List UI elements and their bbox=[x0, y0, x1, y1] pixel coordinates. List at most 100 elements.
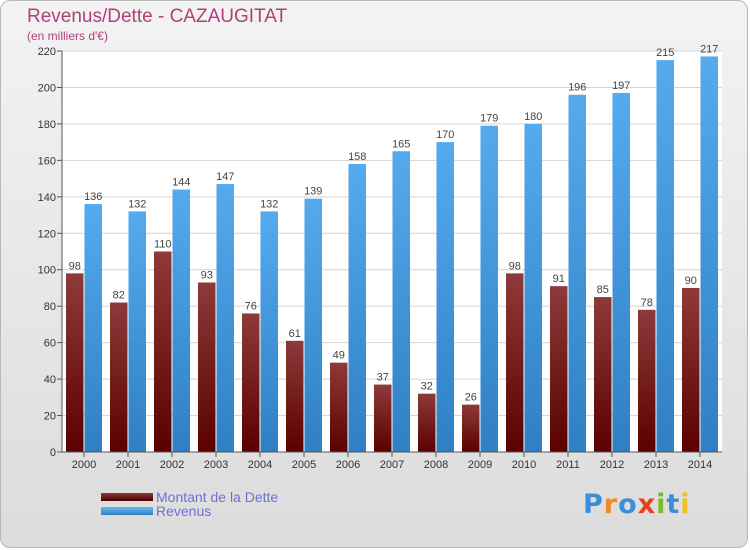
legend-label-dette: Montant de la Dette bbox=[156, 489, 279, 505]
y-tick-label: 220 bbox=[38, 46, 56, 58]
x-tick-label: 2006 bbox=[336, 459, 360, 471]
x-tick-label: 2010 bbox=[512, 459, 536, 471]
legend-item-dette: Montant de la Dette bbox=[101, 489, 278, 505]
y-tick-label: 80 bbox=[44, 301, 56, 313]
data-label-dette: 93 bbox=[201, 269, 213, 281]
chart-subtitle: (en milliers d'€) bbox=[27, 29, 108, 43]
y-tick-label: 120 bbox=[38, 228, 56, 240]
bar-revenus bbox=[304, 198, 322, 452]
bar-revenus bbox=[172, 189, 190, 452]
x-tick-label: 2004 bbox=[248, 459, 272, 471]
data-label-dette: 110 bbox=[154, 239, 172, 251]
data-label-dette: 61 bbox=[289, 328, 301, 340]
logo-letter: o bbox=[618, 489, 638, 520]
data-label-dette: 37 bbox=[377, 372, 389, 384]
bar-revenus bbox=[612, 92, 630, 452]
bar-dette bbox=[154, 251, 172, 452]
logo-letter: t bbox=[666, 489, 681, 520]
x-tick-label: 2001 bbox=[116, 459, 140, 471]
data-label-revenus: 196 bbox=[568, 82, 586, 94]
data-label-revenus: 158 bbox=[348, 151, 366, 163]
data-label-revenus: 179 bbox=[480, 113, 498, 125]
data-label-dette: 98 bbox=[69, 260, 81, 272]
x-tick-label: 2012 bbox=[600, 459, 624, 471]
data-label-revenus: 139 bbox=[304, 186, 322, 198]
y-tick-label: 180 bbox=[38, 119, 56, 131]
x-tick-label: 2014 bbox=[688, 459, 712, 471]
data-label-revenus: 132 bbox=[128, 198, 146, 210]
bar-revenus bbox=[436, 142, 454, 453]
y-tick-label: 160 bbox=[38, 155, 56, 167]
bar-dette bbox=[198, 282, 216, 452]
y-tick-label: 20 bbox=[44, 411, 56, 423]
bar-revenus bbox=[216, 184, 234, 453]
data-label-revenus: 197 bbox=[612, 80, 630, 92]
x-tick-label: 2000 bbox=[72, 459, 96, 471]
x-tick-label: 2011 bbox=[556, 459, 580, 471]
logo-letter: i bbox=[680, 489, 691, 520]
bar-revenus bbox=[568, 94, 586, 452]
logo-letter: P bbox=[583, 489, 604, 520]
bar-dette bbox=[594, 297, 612, 452]
data-label-revenus: 170 bbox=[436, 129, 454, 141]
y-tick-label: 0 bbox=[50, 447, 56, 459]
data-label-revenus: 136 bbox=[84, 191, 102, 203]
y-tick-label: 60 bbox=[44, 338, 56, 350]
bar-revenus bbox=[84, 204, 102, 452]
data-label-revenus: 147 bbox=[216, 171, 234, 183]
logo-letter: x bbox=[637, 489, 657, 520]
x-tick-label: 2013 bbox=[644, 459, 668, 471]
plot-area bbox=[62, 51, 722, 452]
logo-letter: i bbox=[656, 489, 667, 520]
x-tick-label: 2002 bbox=[160, 459, 184, 471]
data-label-dette: 98 bbox=[509, 260, 521, 272]
data-label-dette: 90 bbox=[685, 275, 697, 287]
data-label-dette: 26 bbox=[465, 392, 477, 404]
legend-swatch-revenus bbox=[101, 507, 153, 515]
bar-revenus bbox=[128, 211, 146, 452]
bar-revenus bbox=[348, 164, 366, 452]
bar-dette bbox=[462, 404, 480, 452]
legend-swatch-dette bbox=[101, 493, 153, 501]
data-label-revenus: 180 bbox=[524, 111, 542, 123]
bar-revenus bbox=[656, 60, 674, 452]
data-label-dette: 32 bbox=[421, 381, 433, 393]
bar-dette bbox=[682, 287, 700, 452]
chart-title: Revenus/Dette - CAZAUGITAT bbox=[27, 6, 288, 27]
logo-letter: r bbox=[603, 489, 619, 520]
y-tick-label: 140 bbox=[38, 192, 56, 204]
legend-item-revenus: Revenus bbox=[101, 503, 211, 519]
bar-dette bbox=[66, 273, 84, 452]
data-label-revenus: 132 bbox=[260, 198, 278, 210]
data-label-dette: 76 bbox=[245, 300, 257, 312]
x-tick-label: 2003 bbox=[204, 459, 228, 471]
data-label-revenus: 215 bbox=[656, 47, 674, 59]
bar-dette bbox=[638, 309, 656, 452]
bar-dette bbox=[374, 384, 392, 452]
bar-revenus bbox=[260, 211, 278, 452]
data-label-dette: 82 bbox=[113, 290, 125, 302]
bar-dette bbox=[330, 362, 348, 452]
data-label-dette: 78 bbox=[641, 297, 653, 309]
x-tick-label: 2007 bbox=[380, 459, 404, 471]
data-label-dette: 49 bbox=[333, 350, 345, 362]
bar-dette bbox=[242, 313, 260, 452]
y-tick-label: 200 bbox=[38, 82, 56, 94]
bar-dette bbox=[506, 273, 524, 452]
bar-dette bbox=[418, 393, 436, 452]
data-label-dette: 91 bbox=[553, 273, 565, 285]
data-label-revenus: 165 bbox=[392, 138, 410, 150]
bar-revenus bbox=[480, 125, 498, 453]
data-label-revenus: 217 bbox=[700, 43, 718, 55]
proxiti-logo: Proxiti bbox=[583, 489, 691, 520]
legend-label-revenus: Revenus bbox=[156, 503, 212, 519]
bar-dette bbox=[110, 302, 128, 452]
y-tick-label: 100 bbox=[38, 265, 56, 277]
bar-revenus bbox=[524, 123, 542, 452]
x-tick-label: 2008 bbox=[424, 459, 448, 471]
data-label-revenus: 144 bbox=[172, 177, 190, 189]
y-tick-label: 40 bbox=[44, 374, 56, 386]
x-tick-label: 2009 bbox=[468, 459, 492, 471]
